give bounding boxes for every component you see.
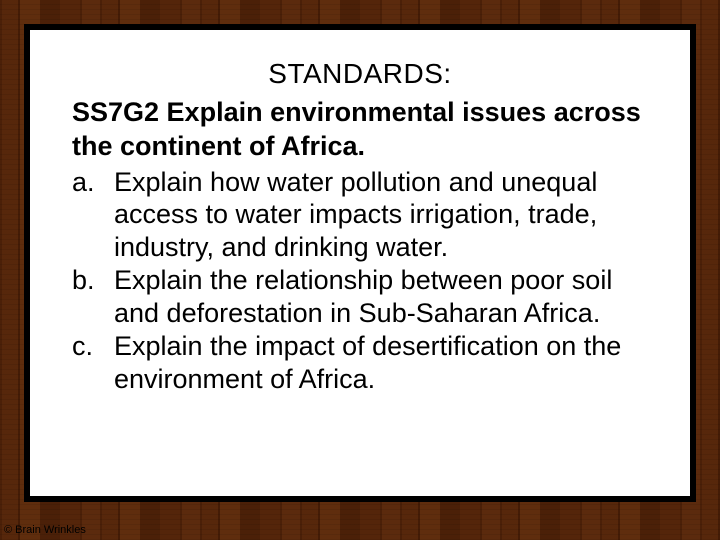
copyright-text: © Brain Wrinkles bbox=[4, 524, 86, 536]
standard-heading: SS7G2 Explain environmental issues acros… bbox=[72, 96, 648, 164]
item-text: Explain the impact of desertification on… bbox=[114, 330, 648, 396]
item-text: Explain how water pollution and unequal … bbox=[114, 166, 648, 265]
item-text: Explain the relationship between poor so… bbox=[114, 264, 648, 330]
list-item: a. Explain how water pollution and unequ… bbox=[72, 166, 648, 265]
list-item: c. Explain the impact of desertification… bbox=[72, 330, 648, 396]
item-marker: c. bbox=[72, 330, 114, 396]
card-title: STANDARDS: bbox=[72, 58, 648, 90]
item-marker: a. bbox=[72, 166, 114, 265]
standard-items: a. Explain how water pollution and unequ… bbox=[72, 166, 648, 397]
list-item: b. Explain the relationship between poor… bbox=[72, 264, 648, 330]
standards-card: STANDARDS: SS7G2 Explain environmental i… bbox=[24, 24, 696, 502]
item-marker: b. bbox=[72, 264, 114, 330]
